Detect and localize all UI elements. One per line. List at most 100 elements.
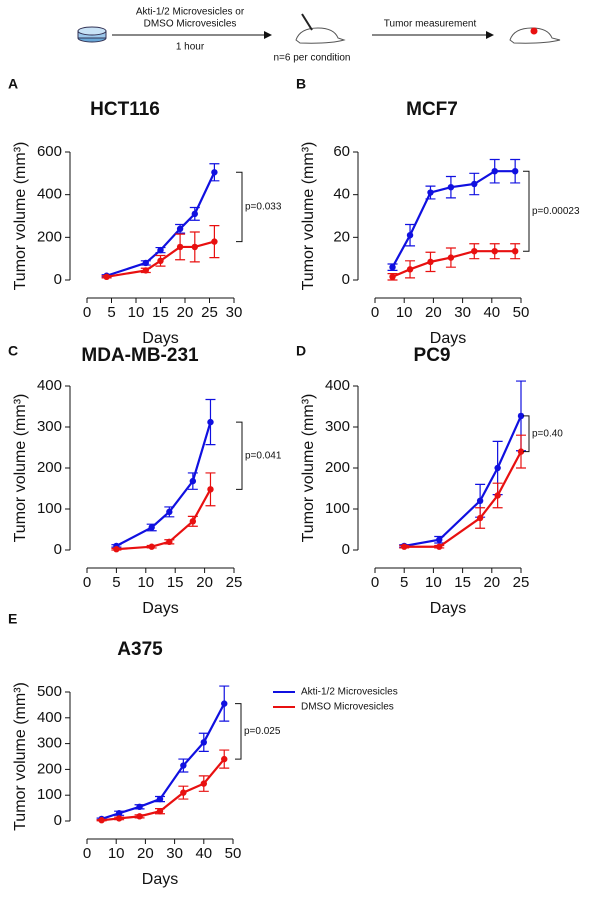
y-tick-label: 400: [37, 186, 62, 203]
y-tick-label: 400: [37, 377, 62, 394]
x-tick-label: 30: [454, 304, 471, 321]
data-point: [491, 168, 498, 175]
data-point: [406, 232, 414, 239]
x-tick-label: 10: [137, 574, 154, 591]
data-point: [517, 448, 525, 455]
chart-title: A375: [117, 639, 163, 660]
data-point: [207, 418, 214, 426]
series-line: [106, 240, 215, 278]
x-tick-label: 40: [483, 304, 500, 321]
y-tick-label: 40: [333, 186, 350, 203]
panel: E A375 0 100 200 300 400 500 0 10 20 30 40 50 Days Tumo…: [8, 611, 398, 889]
data-point: [180, 762, 187, 769]
x-tick-label: 10: [128, 304, 145, 321]
data-point: [511, 248, 519, 255]
arrowhead: [264, 31, 272, 39]
y-tick-label: 0: [54, 812, 62, 829]
data-point: [406, 266, 414, 273]
bracket: [235, 703, 242, 760]
bracket: [523, 170, 530, 252]
y-tick-label: 200: [37, 760, 62, 777]
data-point: [491, 248, 498, 255]
chart-title: MCF7: [406, 99, 458, 120]
y-tick-label: 0: [54, 541, 62, 558]
y-axis-label: Tumor volume (mm³): [300, 394, 317, 543]
data-point: [176, 243, 184, 251]
x-tick-label: 25: [201, 304, 218, 321]
x-axis-label: Days: [142, 600, 178, 617]
y-tick-label: 400: [37, 709, 62, 726]
chart-title: PC9: [414, 345, 451, 366]
data-point: [517, 412, 525, 420]
x-tick-label: 30: [166, 845, 183, 862]
y-axis-label: Tumor volume (mm³): [12, 394, 29, 543]
x-tick-label: 20: [425, 304, 442, 321]
bracket: [236, 171, 243, 243]
data-point: [221, 700, 228, 707]
data-point: [447, 184, 455, 191]
x-tick-label: 25: [513, 574, 530, 591]
x-tick-label: 15: [167, 574, 184, 591]
data-point: [436, 543, 443, 550]
data-point: [166, 538, 173, 545]
x-tick-label: 5: [112, 574, 120, 591]
schematic-text: Tumor measurement: [384, 19, 477, 30]
p-value: p=0.025: [244, 726, 281, 737]
y-tick-label: 100: [37, 786, 62, 803]
data-point: [189, 477, 197, 485]
data-point: [207, 486, 214, 493]
data-point: [494, 492, 501, 499]
p-value: p=0.033: [245, 202, 282, 213]
data-point: [401, 543, 408, 550]
data-point: [191, 243, 198, 251]
schematic-text: Akti-1/2 Microvesicles or: [136, 7, 245, 18]
data-point: [98, 817, 105, 824]
panel: B MCF7 0 20 40 60 0 10 20 30 40 50 Days Tumor volume …: [296, 76, 580, 348]
panel: D PC9 0 100 200 300 400 0 5 10 15 20 25 Days Tumor vol…: [296, 343, 563, 618]
chart-title: MDA-MB-231: [81, 345, 199, 366]
data-point: [447, 254, 455, 261]
series-line: [392, 250, 516, 278]
data-point: [211, 169, 218, 176]
data-point: [494, 464, 501, 472]
schematic: Akti-1/2 Microvesicles or DMSO Microvesi…: [77, 7, 561, 64]
series-line: [116, 488, 212, 551]
data-point: [115, 815, 123, 822]
panel: C MDA-MB-231 0 100 200 300 400 0 5 10 15 20 25 Days Tu…: [8, 343, 282, 618]
panel-label: A: [8, 76, 18, 92]
data-point: [471, 248, 478, 255]
x-tick-label: 5: [400, 574, 408, 591]
data-point: [471, 180, 478, 188]
x-tick-label: 10: [425, 574, 442, 591]
data-point: [200, 780, 207, 787]
x-tick-label: 20: [177, 304, 194, 321]
data-point: [427, 258, 434, 266]
panel-label: C: [8, 343, 18, 359]
x-tick-label: 10: [396, 304, 413, 321]
y-axis-label: Tumor volume (mm³): [300, 142, 317, 291]
x-tick-label: 10: [108, 845, 125, 862]
y-tick-label: 100: [37, 500, 62, 517]
p-value: p=0.40: [532, 428, 563, 439]
data-point: [142, 267, 149, 274]
legend-label: Akti-1/2 Microvesicles: [301, 687, 398, 698]
data-point: [511, 168, 519, 175]
x-axis-label: Days: [142, 871, 178, 888]
data-point: [436, 536, 443, 543]
x-tick-label: 25: [226, 574, 243, 591]
y-tick-label: 0: [54, 271, 62, 288]
y-tick-label: 600: [37, 143, 62, 160]
data-point: [180, 789, 187, 796]
x-axis-label: Days: [430, 330, 466, 347]
x-tick-label: 15: [152, 304, 169, 321]
mouse: [509, 27, 561, 44]
data-point: [156, 807, 164, 815]
y-tick-label: 200: [37, 228, 62, 245]
y-axis-label: Tumor volume (mm³): [12, 682, 29, 831]
y-tick-label: 300: [37, 735, 62, 752]
p-value: p=0.041: [245, 450, 282, 461]
y-tick-label: 0: [342, 541, 350, 558]
x-tick-label: 50: [225, 845, 242, 862]
